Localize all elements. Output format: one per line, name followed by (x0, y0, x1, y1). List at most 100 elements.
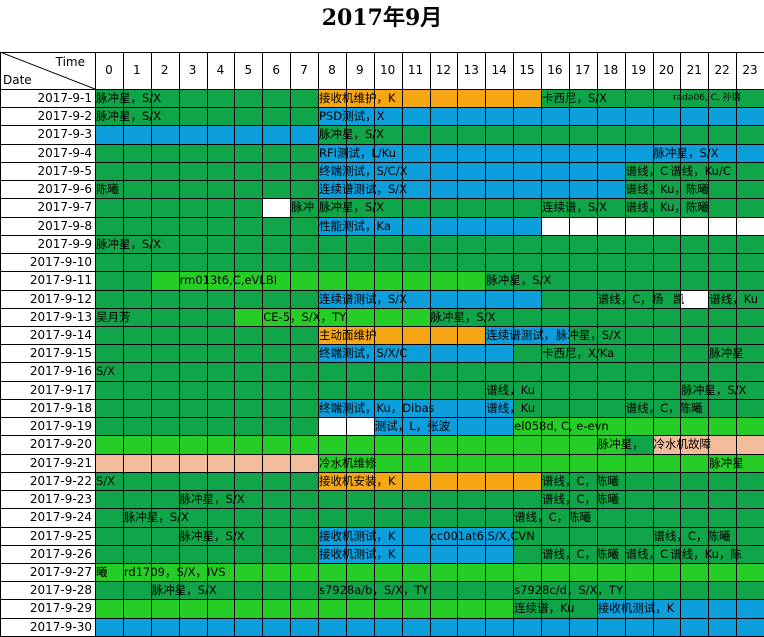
schedule-cell (568, 526, 598, 546)
schedule-cell (736, 417, 764, 436)
schedule-event: 谱线，Ku，陈曦 (625, 180, 709, 198)
schedule-cell (457, 344, 486, 363)
schedule-cell (206, 307, 235, 327)
schedule-cell (401, 617, 430, 637)
schedule-cell (708, 143, 737, 163)
schedule-cell (122, 107, 152, 126)
schedule-cell (652, 453, 681, 473)
schedule-cell (568, 216, 598, 236)
schedule-event: 谱线，C，杨 (597, 290, 664, 308)
schedule-cell (541, 143, 570, 163)
schedule-cell (262, 180, 291, 199)
event-label: S/X (96, 364, 116, 379)
schedule-cell (234, 544, 263, 564)
event-label: 曦 (96, 564, 108, 579)
schedule-cell (401, 471, 430, 491)
schedule-cell (457, 417, 486, 436)
schedule-cell (457, 216, 486, 236)
schedule-cell (736, 362, 764, 382)
schedule-cell (736, 89, 764, 108)
schedule-cell (178, 89, 207, 108)
schedule-cell (290, 562, 319, 582)
schedule-cell (345, 180, 375, 199)
schedule-cell (178, 234, 207, 254)
schedule-cell (596, 307, 626, 327)
schedule-cell (401, 125, 430, 145)
schedule-cell (596, 562, 626, 582)
date-axis-label: Date (3, 73, 32, 87)
schedule-cell (150, 453, 180, 473)
schedule-cell (122, 398, 152, 418)
grid-line-vertical (430, 52, 431, 636)
schedule-cell (290, 198, 319, 218)
schedule-cell (345, 161, 375, 181)
schedule-cell (485, 490, 514, 509)
schedule-cell (318, 562, 347, 582)
schedule-event: 谱线，C，陈曦 (541, 472, 619, 490)
schedule-cell (457, 544, 486, 564)
schedule-cell (206, 344, 235, 363)
schedule-cell (513, 198, 542, 218)
grid-line-vertical (179, 52, 180, 636)
schedule-cell (596, 490, 626, 509)
date-label: 2017-9-27 (0, 562, 95, 582)
event-label: 主动面维护 (319, 327, 377, 342)
schedule-cell (429, 435, 458, 455)
schedule-cell (150, 471, 180, 491)
event-label: 谱线，C，陈曦 (542, 473, 620, 488)
schedule-cell (736, 398, 764, 418)
schedule-cell (485, 271, 514, 291)
grid-line-horizontal (0, 344, 764, 345)
grid-line-horizontal (0, 563, 764, 564)
schedule-cell (624, 307, 653, 327)
schedule-cell (429, 417, 458, 436)
schedule-cell (541, 490, 570, 509)
schedule-cell (178, 581, 207, 600)
schedule-cell (234, 271, 263, 291)
event-label: 谱线，Ku (709, 291, 759, 306)
event-label: cc001at6,S/X,CVN (430, 528, 535, 543)
schedule-cell (541, 398, 570, 418)
schedule-cell (150, 89, 180, 108)
schedule-cell (736, 581, 764, 600)
schedule-cell (206, 526, 235, 546)
schedule-cell (652, 253, 681, 272)
schedule-cell (373, 325, 403, 345)
schedule-cell (122, 417, 152, 436)
schedule-cell (206, 89, 235, 108)
schedule-cell (596, 617, 626, 637)
schedule-cell (680, 180, 709, 199)
event-label: 终端测试，S/X/C (319, 346, 408, 361)
schedule-cell (652, 398, 681, 418)
schedule-cell (457, 526, 486, 546)
schedule-cell (457, 398, 486, 418)
schedule-cell (429, 253, 458, 272)
schedule-cell (568, 617, 598, 637)
event-label: 测试，L，张波 (374, 419, 451, 434)
schedule-cell (262, 490, 291, 509)
schedule-cell (736, 380, 764, 400)
schedule-cell (345, 417, 375, 436)
schedule-cell (373, 508, 403, 527)
schedule-cell (680, 107, 709, 126)
schedule-cell (596, 380, 626, 400)
schedule-event: 连续谱测试， (485, 326, 555, 344)
schedule-cell (736, 617, 764, 637)
schedule-cell (150, 253, 180, 272)
schedule-event: 冷水机维修 (318, 454, 377, 472)
schedule-cell (708, 216, 737, 236)
schedule-cell (513, 253, 542, 272)
schedule-cell (234, 143, 263, 163)
schedule-cell (596, 526, 626, 546)
date-label: 2017-9-5 (0, 161, 95, 181)
schedule-cell (234, 89, 263, 108)
schedule-cell (736, 471, 764, 491)
schedule-cell (234, 161, 263, 181)
schedule-cell (95, 253, 124, 272)
schedule-cell (541, 325, 570, 345)
schedule-cell (624, 198, 653, 218)
schedule-cell (262, 125, 291, 145)
schedule-cell (485, 562, 514, 582)
event-label: 谱线，C (625, 546, 669, 561)
schedule-cell (234, 107, 263, 126)
